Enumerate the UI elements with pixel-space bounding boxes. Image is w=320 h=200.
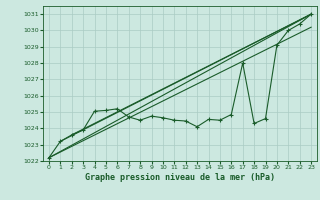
X-axis label: Graphe pression niveau de la mer (hPa): Graphe pression niveau de la mer (hPa) [85, 173, 275, 182]
